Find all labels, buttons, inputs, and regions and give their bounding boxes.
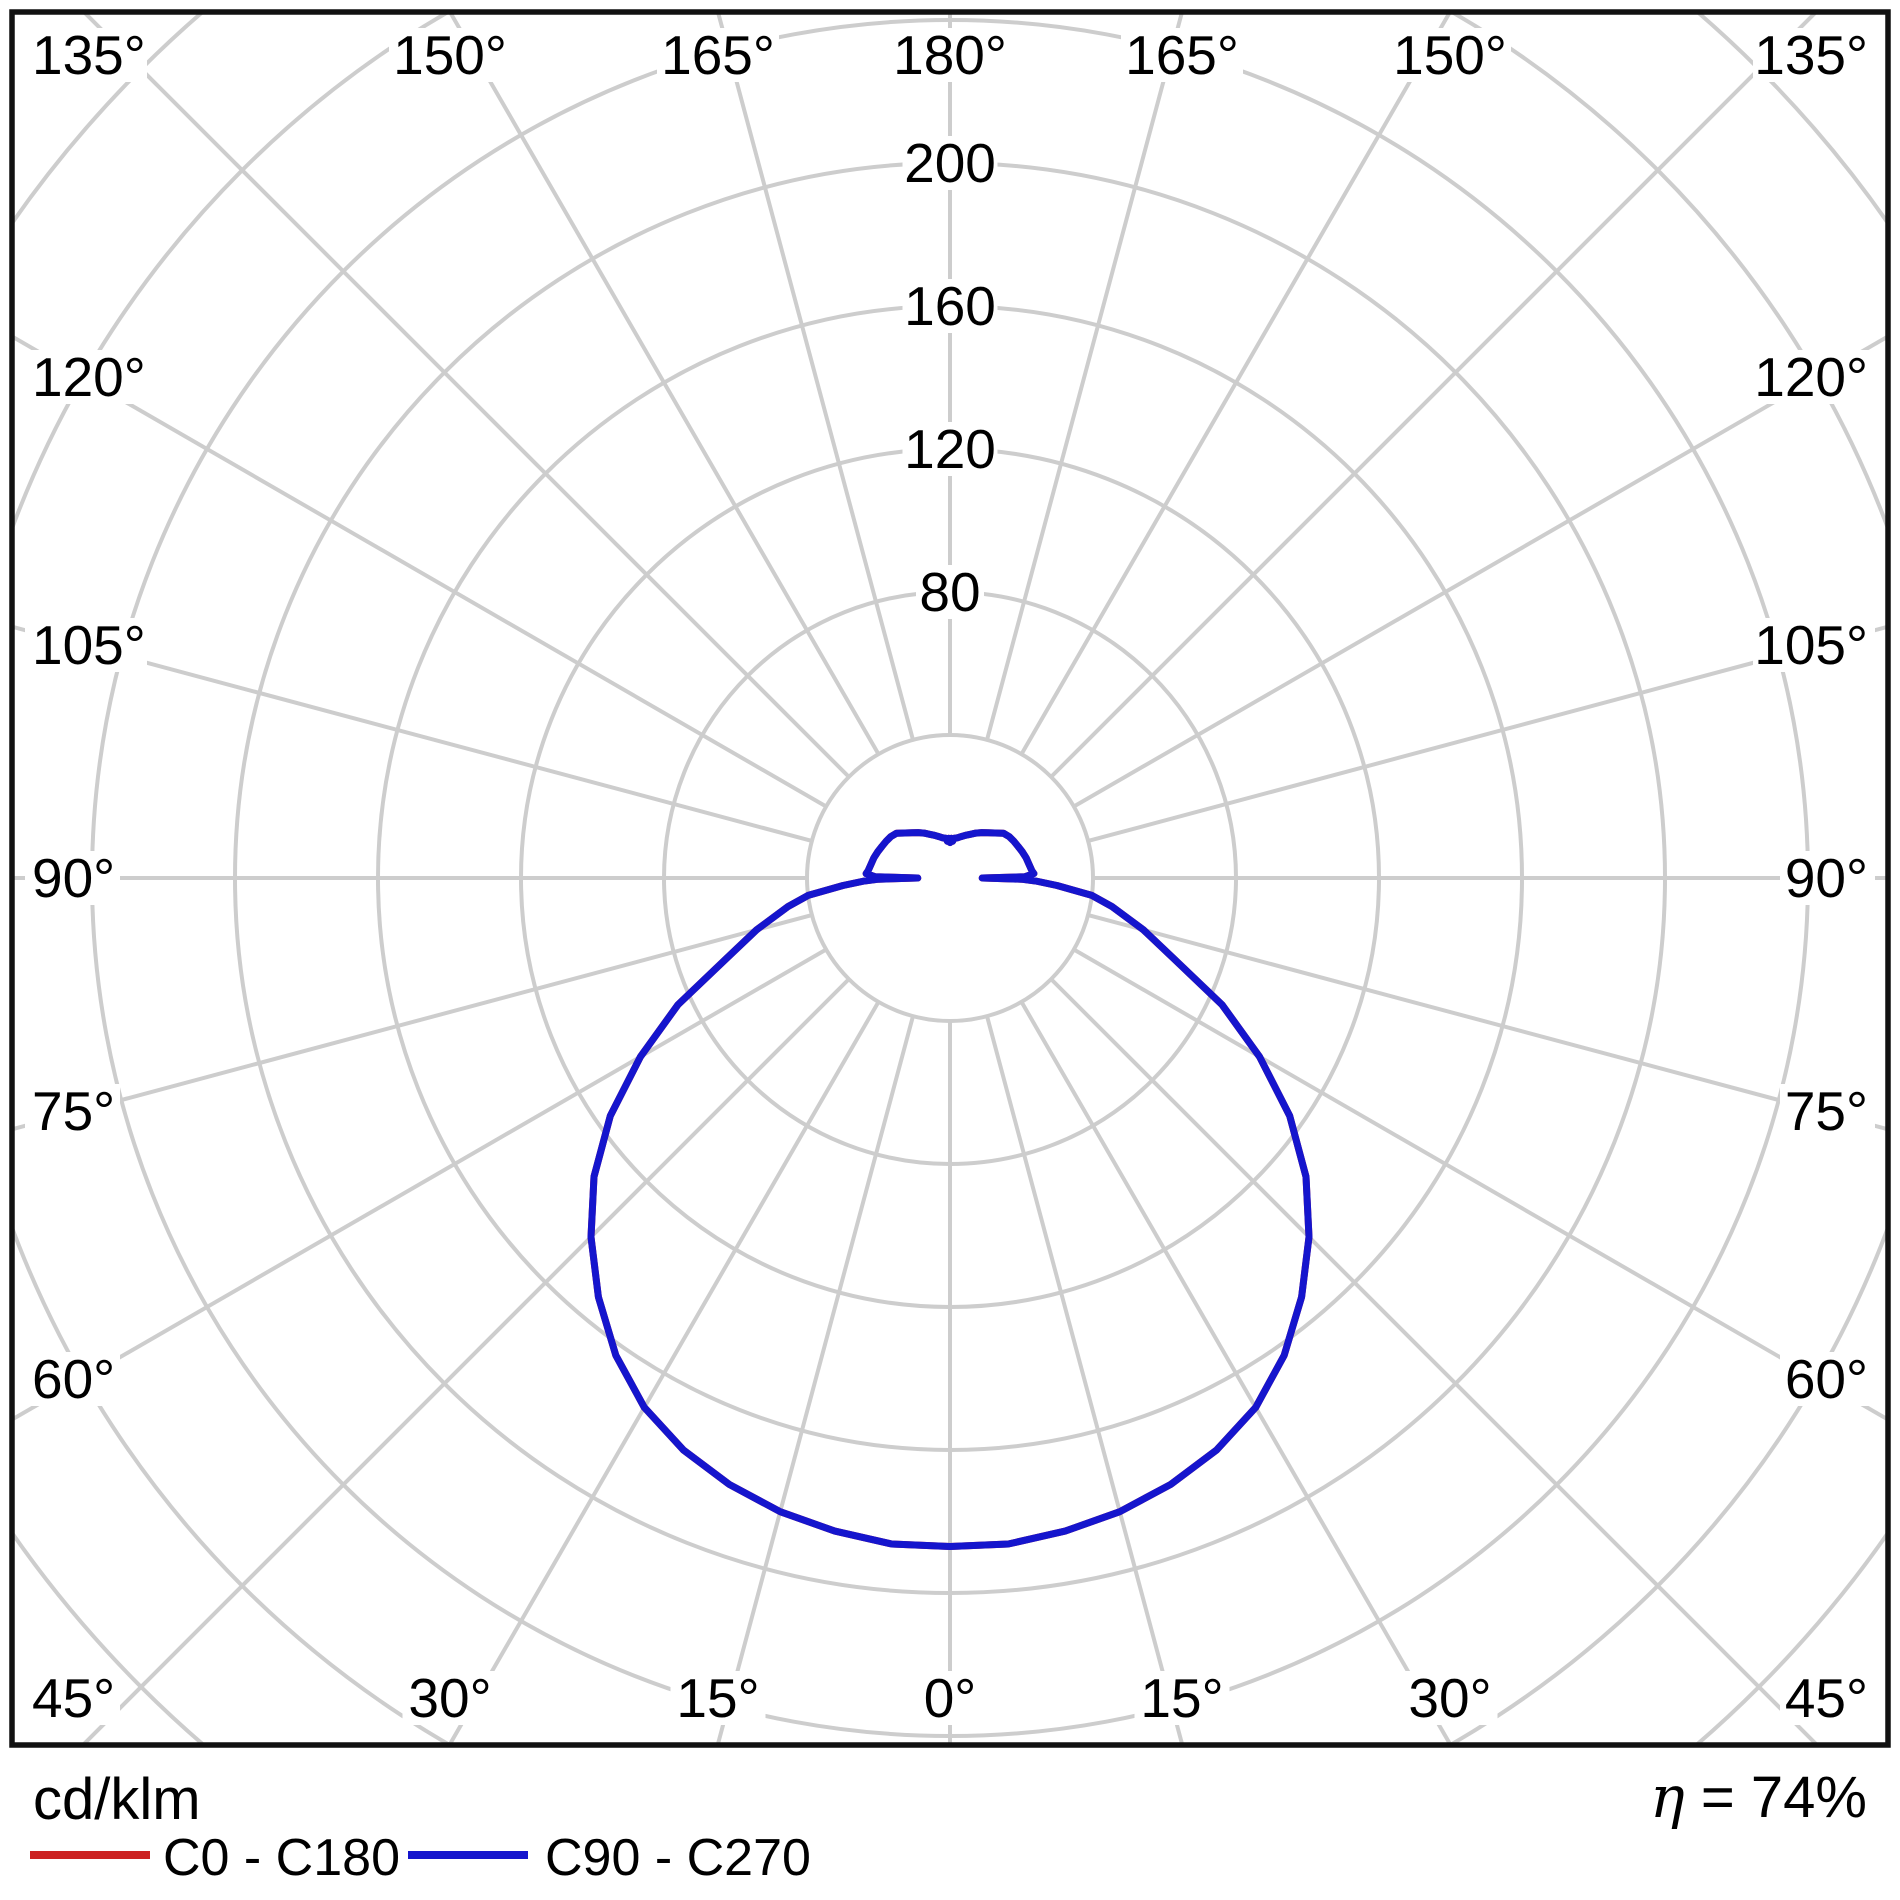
grid-ray	[1049, 977, 1820, 1745]
axis-label: 135°	[32, 24, 146, 86]
label-mask	[902, 136, 998, 190]
grid-ray	[12, 334, 828, 809]
grid-ray	[1019, 1000, 1453, 1745]
axis-label: 135°	[1754, 24, 1868, 86]
grid-ray	[1087, 913, 1888, 1132]
grid-ray	[1049, 12, 1819, 779]
axis-label: 165°	[661, 24, 775, 86]
label-mask	[1402, 1671, 1498, 1725]
axis-label: 150°	[1393, 24, 1507, 86]
label-mask	[1753, 350, 1875, 404]
label-mask	[25, 1084, 120, 1138]
grid-ray	[1072, 947, 1888, 1422]
axis-label: 90°	[1785, 847, 1868, 909]
grid-ray	[12, 624, 813, 843]
label-mask	[389, 28, 511, 82]
grid-ray	[81, 12, 851, 779]
grid-ray	[12, 947, 828, 1422]
axis-label: 60°	[32, 1348, 115, 1410]
axis-label: 165°	[1125, 24, 1239, 86]
label-mask	[25, 618, 147, 672]
plot-border	[9, 9, 1891, 1748]
axis-label: 120°	[1754, 346, 1868, 408]
label-mask	[25, 1671, 120, 1725]
legend-line-c0-c180	[30, 1851, 150, 1859]
grid-ray	[80, 977, 851, 1745]
label-mask	[670, 1671, 766, 1725]
axis-label: 80	[919, 561, 980, 623]
axis-label: 120	[904, 418, 996, 480]
axis-label: 30°	[408, 1667, 491, 1729]
grid-ray	[715, 12, 915, 741]
grid-ray	[985, 1015, 1185, 1745]
axis-label: 45°	[32, 1667, 115, 1729]
grid-ray	[715, 1015, 915, 1745]
unit-label: cd/klm	[33, 1767, 201, 1832]
axis-label: 30°	[1408, 1667, 1491, 1729]
grid-ray	[1087, 624, 1888, 843]
label-mask	[1753, 618, 1875, 672]
label-mask	[916, 1671, 984, 1725]
axis-label: 120°	[32, 346, 146, 408]
legend-label-c90-c270: C90 - C270	[545, 1829, 811, 1887]
label-mask	[1780, 1084, 1875, 1138]
axis-label: 45°	[1785, 1667, 1868, 1729]
eta-value: = 74%	[1700, 1765, 1867, 1830]
label-mask	[916, 565, 984, 619]
axis-label: 160	[904, 275, 996, 337]
axis-label: 90°	[32, 847, 115, 909]
axis-label: 105°	[1754, 614, 1868, 676]
label-mask	[657, 28, 779, 82]
grid-ring	[805, 733, 1095, 1023]
label-mask	[1121, 28, 1243, 82]
axis-label: 0°	[924, 1667, 977, 1729]
label-mask	[1753, 28, 1875, 82]
label-mask	[1780, 851, 1875, 905]
axis-label: 60°	[1785, 1348, 1868, 1410]
label-mask	[902, 422, 998, 476]
grid-ray	[1072, 334, 1888, 809]
label-mask	[1780, 1671, 1875, 1725]
grid-ray	[12, 913, 813, 1132]
axis-label: 75°	[32, 1080, 115, 1142]
axis-label: 180°	[893, 24, 1007, 86]
axis-label: 150°	[393, 24, 507, 86]
label-mask	[25, 851, 120, 905]
legend-label-c0-c180: C0 - C180	[163, 1829, 400, 1887]
label-mask	[1389, 28, 1511, 82]
grid-ray	[447, 12, 881, 756]
curve-c90-c270	[587, 829, 1313, 1550]
label-mask	[25, 350, 147, 404]
axis-label: 15°	[1140, 1667, 1223, 1729]
label-mask	[402, 1671, 498, 1725]
axis-label: 200	[904, 132, 996, 194]
label-mask	[902, 279, 998, 333]
eta-symbol: η	[1650, 1763, 1685, 1831]
label-mask	[1780, 1352, 1875, 1406]
axis-label: 15°	[676, 1667, 759, 1729]
efficiency-label: η = 74%	[1650, 1766, 1867, 1829]
grid-ray	[447, 1000, 881, 1745]
label-mask	[25, 28, 147, 82]
legend-line-c90-c270	[408, 1851, 528, 1859]
axis-label: 105°	[32, 614, 146, 676]
label-mask	[889, 28, 1011, 82]
grid-ray	[985, 12, 1185, 741]
label-mask	[1134, 1671, 1230, 1725]
grid-ray	[1019, 12, 1453, 756]
axis-label: 75°	[1785, 1080, 1868, 1142]
label-mask	[25, 1352, 120, 1406]
